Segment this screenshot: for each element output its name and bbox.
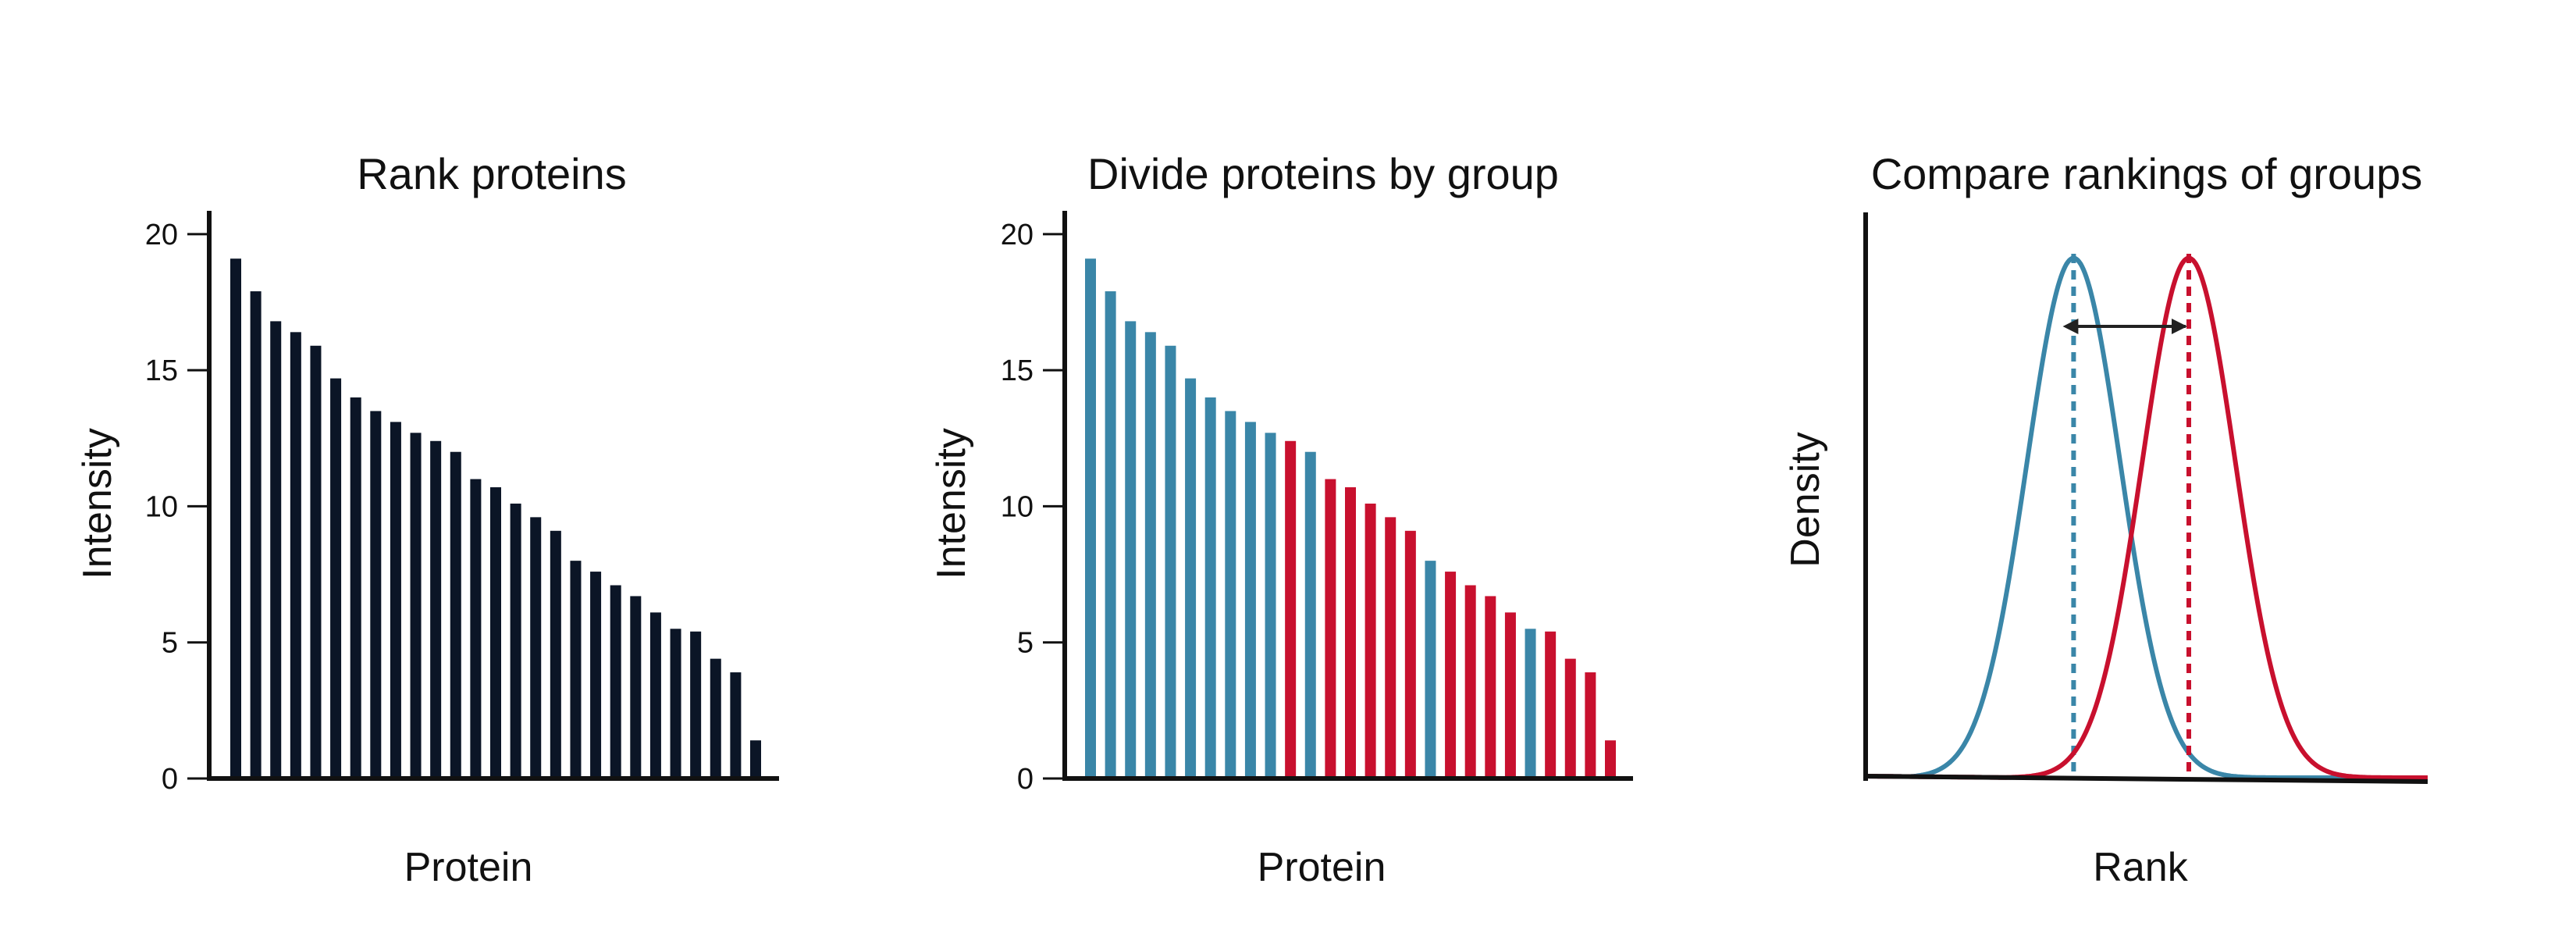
- x-axis-label: Protein: [1258, 845, 1386, 890]
- bar: [1605, 740, 1616, 778]
- bar: [450, 451, 461, 778]
- panel-divide-proteins: Divide proteins by group Intensity Prote…: [929, 149, 1633, 890]
- bar: [510, 503, 521, 778]
- bar: [230, 258, 241, 778]
- y-tick-label: 10: [1001, 490, 1034, 523]
- bar: [1485, 596, 1496, 778]
- bar: [649, 612, 661, 778]
- bar: [1464, 585, 1476, 778]
- bar: [390, 422, 401, 778]
- bar: [1385, 517, 1397, 778]
- y-axis-label: Density: [1783, 432, 1828, 567]
- bar: [490, 487, 501, 778]
- y-tick-label: 15: [1001, 354, 1034, 387]
- y-tick-label: 15: [145, 354, 178, 387]
- bar: [690, 631, 702, 778]
- bar: [1345, 487, 1356, 778]
- bar: [530, 517, 542, 778]
- bar: [670, 629, 681, 778]
- chart-title: Divide proteins by group: [1087, 149, 1559, 198]
- x-axis-line: [1863, 774, 2428, 784]
- density-curves: [1866, 254, 2428, 780]
- bar: [1125, 321, 1137, 778]
- y-axis-label: Intensity: [929, 428, 974, 579]
- bar: [1425, 561, 1436, 778]
- y-tick-label: 5: [162, 627, 178, 660]
- y-axis-ticks: 0 5 10 15 20: [145, 219, 209, 796]
- bar: [1285, 440, 1297, 778]
- bar: [1204, 397, 1216, 778]
- bar: [1265, 433, 1276, 778]
- bar: [550, 530, 561, 778]
- bar: [1504, 612, 1516, 778]
- bar: [590, 572, 602, 778]
- y-tick-label: 0: [1017, 763, 1034, 796]
- chart-title: Rank proteins: [357, 149, 627, 198]
- bar-series: [1085, 258, 1616, 779]
- bar: [1404, 530, 1416, 778]
- panel-rank-proteins: Rank proteins Intensity Protein 0 5 10 15 20: [75, 149, 779, 890]
- bar: [1165, 345, 1176, 778]
- bar: [430, 440, 442, 778]
- x-axis-label: Rank: [2093, 845, 2188, 890]
- density-curve-group-B: [1866, 255, 2428, 780]
- chart-title: Compare rankings of groups: [1871, 149, 2423, 198]
- bar: [710, 658, 721, 778]
- bar: [1304, 451, 1316, 778]
- y-tick-label: 20: [1001, 219, 1034, 251]
- y-tick-label: 5: [1017, 627, 1034, 660]
- bar: [1525, 629, 1536, 778]
- bar: [370, 411, 382, 778]
- bar: [1185, 378, 1197, 779]
- panel-compare-rankings: Compare rankings of groups Density Rank: [1783, 149, 2428, 890]
- density-curve-group-A: [1866, 255, 2428, 780]
- bar: [310, 345, 322, 778]
- bar: [1364, 503, 1376, 778]
- bar: [1585, 672, 1596, 778]
- bar: [250, 291, 262, 778]
- bar: [610, 585, 621, 778]
- bar: [750, 740, 761, 778]
- y-axis-label: Intensity: [75, 428, 120, 579]
- bar: [1085, 258, 1096, 778]
- bar: [290, 332, 301, 778]
- bar: [570, 561, 582, 778]
- bar: [1105, 291, 1116, 778]
- bar: [1244, 422, 1256, 778]
- bar: [330, 378, 342, 779]
- bar: [1545, 631, 1557, 778]
- y-tick-label: 20: [145, 219, 178, 251]
- bar: [1325, 479, 1336, 778]
- bar: [1225, 411, 1236, 778]
- bar: [350, 397, 361, 778]
- bar: [470, 479, 482, 778]
- bar: [730, 672, 742, 778]
- bar: [630, 596, 642, 778]
- bar: [1445, 572, 1457, 778]
- y-tick-label: 0: [162, 763, 178, 796]
- bar-series: [230, 258, 761, 779]
- bar: [410, 433, 422, 778]
- y-tick-label: 10: [145, 490, 178, 523]
- bar: [1564, 658, 1576, 778]
- bar: [1144, 332, 1156, 778]
- x-axis-label: Protein: [404, 845, 533, 890]
- y-axis-ticks: 0 5 10 15 20: [1001, 219, 1065, 796]
- bar: [270, 321, 282, 778]
